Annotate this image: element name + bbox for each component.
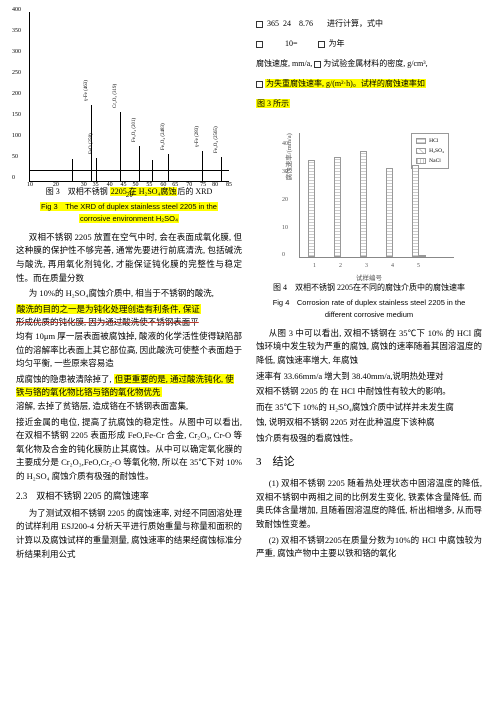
c2: (2) 双相不锈钢2205在质量分数为10%的 HCl 中腐蚀较为严重, 腐蚀产… [256, 534, 482, 561]
xtick: 10 [27, 181, 33, 191]
p3-strike: 形成优质的钝化膜, 因为通过酸洗使不锈钢表面平 [16, 316, 242, 330]
xtick: 60 [160, 181, 166, 191]
bar-chart: HCl H₂SO₄ NaCl 腐蚀速率/(mm/a) 0 10 20 30 40… [279, 128, 459, 278]
ytick: 350 [12, 27, 21, 37]
equation-block: 365 24 8.76 进行计算，式中 10= 为年 腐蚀速度, mm/a, 为… [256, 12, 482, 124]
xtick: 65 [172, 181, 178, 191]
xtick: 50 [132, 181, 138, 191]
rp6: 蚀介质有极强的看腐蚀性。 [256, 432, 482, 446]
rp1: 从图 3 中可以看出, 双相不锈钢在 35℃下 10% 的 HCl 腐蚀环境中发… [256, 327, 482, 368]
ytick: 50 [12, 153, 18, 163]
subhead-2-3: 2.3 双相不锈钢 2205 的腐蚀速率 [16, 489, 242, 503]
rp4: 而在 35℃下 10%的 H₂SO₄腐蚀介质中试样并未发生腐 [256, 401, 482, 415]
ytick: 300 [12, 48, 21, 58]
p5: 成腐蚀的隐患被清除掉了, 但更重要的是, 通过酸洗钝化, 使铁与铬的氧化物比铬与… [16, 373, 242, 400]
xtick: 55 [146, 181, 152, 191]
ytick: 200 [12, 90, 21, 100]
fig3-caption-en: Fig 3 The XRD of duplex stainless steel … [16, 201, 242, 225]
ytick: 150 [12, 111, 21, 121]
section-3: 3 结论 [256, 454, 482, 472]
rp5: 蚀, 说明双相不锈钢 2205 对在此种温度下该种腐 [256, 416, 482, 430]
xtick: 70 [186, 181, 192, 191]
fig4-caption-en: Fig 4 Corrosion rate of duplex stainless… [256, 297, 482, 321]
p7: 接近金属的电位, 提高了抗腐蚀的稳定性。从图中可以看出, 在双相不锈钢 2205… [16, 416, 242, 484]
xrd-chart: 0 50 100 150 200 250 300 350 400 10 20 3… [29, 12, 229, 182]
bar-x-label: 试样编号 [356, 274, 382, 284]
x-axis-label: 2θ [126, 190, 133, 201]
xtick: 30 [81, 181, 87, 191]
ytick: 0 [12, 174, 15, 184]
p2: 为 10%的 H₂SO₄腐蚀介质中, 相当于不锈钢的酸洗, [16, 287, 242, 301]
bar-legend: HCl H₂SO₄ NaCl [411, 133, 449, 169]
p1: 双相不锈钢 2205 放置在空气中时, 会在表面成氧化膜, 但这种膜的保护性不够… [16, 231, 242, 285]
c1: (1) 双相不锈钢 2205 随着热处理状态中固溶温度的降低, 双相不锈钢中两相… [256, 477, 482, 531]
ytick: 250 [12, 69, 21, 79]
p4: 均有 10μm 厚一层表面被腐蚀掉, 酸液的化学活性使得缺陷部位的溶解率比表面上… [16, 330, 242, 371]
p6: 溶解, 去掉了贫铬层, 造成铬在不锈钢表面富集, [16, 400, 242, 414]
xtick: 40 [107, 181, 113, 191]
p8: 为了测试双相不锈钢 2205 的腐蚀速率, 对经不同固溶处理的试样利用 ESJ2… [16, 507, 242, 561]
xtick: 75 [200, 181, 206, 191]
rp3: 双相不锈钢 2205 的 在 HCl 中耐蚀性有较大的影响。 [256, 385, 482, 399]
xtick: 85 [226, 181, 232, 191]
ytick: 100 [12, 132, 21, 142]
xtick: 80 [212, 181, 218, 191]
rp2: 速率有 33.66mm/a 增大到 38.40mm/a,说明热处理对 [256, 370, 482, 384]
ytick: 400 [12, 6, 21, 16]
p2-hl: 酸洗的目的之一是为钝化处理创造有利条件, 保证 [16, 303, 242, 317]
bar-axes: HCl H₂SO₄ NaCl 腐蚀速率/(mm/a) [299, 133, 454, 258]
xtick: 35 [93, 181, 99, 191]
xtick: 20 [53, 181, 59, 191]
